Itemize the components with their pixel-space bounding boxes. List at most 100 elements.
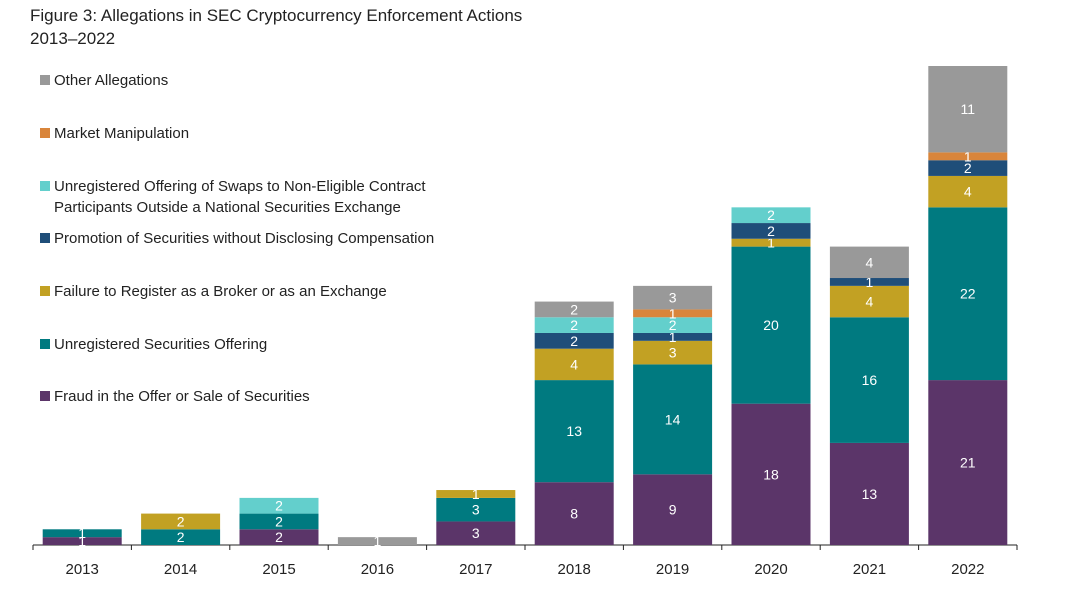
x-tick-label-2017: 2017 <box>459 561 492 578</box>
legend-swatch <box>40 286 50 296</box>
bar-label-2018-series-2: 4 <box>570 356 578 372</box>
bar-segment-2014-series-2 <box>141 513 221 530</box>
bar-segment-2015-series-1 <box>239 513 319 530</box>
bar-label-2014-series-2: 2 <box>177 513 185 529</box>
legend-swatch <box>40 233 50 243</box>
x-tick-label-2021: 2021 <box>853 561 886 578</box>
bar-segment-2019-series-1 <box>633 364 713 475</box>
bar-segment-2021-series-2 <box>829 285 909 318</box>
bar-label-2018-series-3: 2 <box>570 333 578 349</box>
bar-label-2015-series-1: 2 <box>275 513 283 529</box>
legend-label: Other Allegations <box>54 72 169 89</box>
legend-label: Promotion of Securities without Disclosi… <box>54 230 435 247</box>
bar-label-2021-series-1: 16 <box>862 372 878 388</box>
bar-segment-2017-series-1 <box>436 497 516 522</box>
bar-label-2013-series-1: 1 <box>78 525 86 541</box>
legend-label: Unregistered Securities Offering <box>54 336 268 353</box>
chart-title-text: Figure 3: Allegations in SEC Cryptocurre… <box>30 6 523 25</box>
legend-swatch <box>40 128 50 138</box>
bar-segment-2021-series-3 <box>829 278 909 286</box>
bar-label-2020-series-4: 2 <box>767 207 775 223</box>
bar-segment-2019-series-4 <box>633 317 713 333</box>
bar-label-2017-series-0: 3 <box>472 525 480 541</box>
bar-segment-2021-series-1 <box>829 317 909 443</box>
legend-label: Failure to Register as a Broker or as an… <box>54 283 387 300</box>
bar-segment-2019-series-6 <box>633 285 713 310</box>
bar-segment-2020-series-1 <box>731 246 811 404</box>
legend-swatch <box>40 181 50 191</box>
bar-segment-2014-series-1 <box>141 529 221 545</box>
legend-label: Market Manipulation <box>54 125 190 142</box>
bar-label-2020-series-0: 18 <box>763 466 779 482</box>
legend-swatch <box>40 75 50 85</box>
bar-label-2015-series-0: 2 <box>275 529 283 545</box>
x-tick-label-2019: 2019 <box>656 561 689 578</box>
bar-label-2019-series-6: 3 <box>669 290 677 306</box>
bar-label-2022-series-6: 11 <box>961 101 976 117</box>
bar-segment-2020-series-0 <box>731 403 811 545</box>
bar-segment-2013-series-1 <box>42 529 122 538</box>
bar-segment-2019-series-2 <box>633 340 713 365</box>
chart-subtitle: 2013–2022 <box>30 29 116 48</box>
bar-label-2021-series-2: 4 <box>866 294 874 310</box>
bar-label-2020-series-1: 20 <box>763 317 779 333</box>
bar-label-2021-series-0: 13 <box>862 486 878 502</box>
bar-label-2019-series-5: 1 <box>669 305 677 321</box>
x-tick-label-2016: 2016 <box>361 561 394 578</box>
bar-label-2020-series-2: 1 <box>767 235 775 251</box>
x-tick-label-2013: 2013 <box>66 561 99 578</box>
bar-segment-2022-series-5 <box>928 152 1008 161</box>
bar-segment-2020-series-4 <box>731 207 811 224</box>
bar-label-2018-series-0: 8 <box>570 506 578 522</box>
bar-label-2019-series-3: 1 <box>669 329 677 345</box>
bar-label-2013-series-0: 1 <box>78 533 86 549</box>
bar-label-2016-series-6: 1 <box>374 533 382 549</box>
bar-label-2015-series-4: 2 <box>275 498 283 514</box>
bar-label-2018-series-6: 2 <box>570 301 578 317</box>
bar-segment-2020-series-2 <box>731 238 811 247</box>
bar-label-2017-series-1: 3 <box>472 502 480 518</box>
bar-segment-2015-series-4 <box>239 497 319 514</box>
bar-label-2019-series-1: 14 <box>665 411 681 427</box>
bar-label-2022-series-1: 22 <box>960 286 976 302</box>
bar-segment-2016-series-6 <box>337 537 417 545</box>
bar-label-2019-series-2: 3 <box>669 345 677 361</box>
bar-segment-2018-series-3 <box>534 332 614 349</box>
bar-segment-2018-series-6 <box>534 301 614 318</box>
bar-label-2021-series-3: 1 <box>866 274 874 290</box>
bar-label-2022-series-2: 4 <box>964 184 972 200</box>
bar-segment-2022-series-2 <box>928 175 1008 208</box>
x-tick-label-2020: 2020 <box>754 561 787 578</box>
bar-segment-2017-series-2 <box>436 490 516 498</box>
bar-label-2019-series-4: 2 <box>669 317 677 333</box>
bar-segment-2021-series-6 <box>829 246 909 279</box>
bar-segment-2019-series-3 <box>633 332 713 341</box>
bar-label-2014-series-1: 2 <box>177 529 185 545</box>
bar-label-2022-series-3: 2 <box>964 160 972 176</box>
bar-segment-2022-series-1 <box>928 207 1008 381</box>
bar-segment-2018-series-0 <box>534 482 614 545</box>
bar-label-2022-series-5: 1 <box>964 148 972 164</box>
legend-label: Unregistered Offering of Swaps to Non-El… <box>54 178 426 216</box>
legend-label: Fraud in the Offer or Sale of Securities <box>54 388 310 405</box>
bar-segment-2017-series-0 <box>436 521 516 545</box>
bar-label-2021-series-6: 4 <box>866 254 874 270</box>
x-tick-label-2015: 2015 <box>262 561 295 578</box>
x-tick-label-2018: 2018 <box>558 561 591 578</box>
bar-label-2020-series-3: 2 <box>767 223 775 239</box>
bar-label-2017-series-2: 1 <box>472 486 480 502</box>
legend-swatch <box>40 339 50 349</box>
bar-segment-2022-series-3 <box>928 160 1008 176</box>
bar-segment-2018-series-1 <box>534 380 614 483</box>
bar-segment-2018-series-4 <box>534 317 614 333</box>
chart-title: Figure 3: Allegations in SEC Cryptocurre… <box>30 4 522 50</box>
x-tick-label-2014: 2014 <box>164 561 197 578</box>
bar-segment-2015-series-0 <box>239 529 319 545</box>
bar-label-2022-series-0: 21 <box>960 455 976 471</box>
bar-segment-2020-series-3 <box>731 223 811 239</box>
bar-segment-2022-series-6 <box>928 66 1008 153</box>
bar-segment-2021-series-0 <box>829 442 909 545</box>
bar-segment-2018-series-2 <box>534 348 614 381</box>
bar-segment-2022-series-0 <box>928 380 1008 545</box>
